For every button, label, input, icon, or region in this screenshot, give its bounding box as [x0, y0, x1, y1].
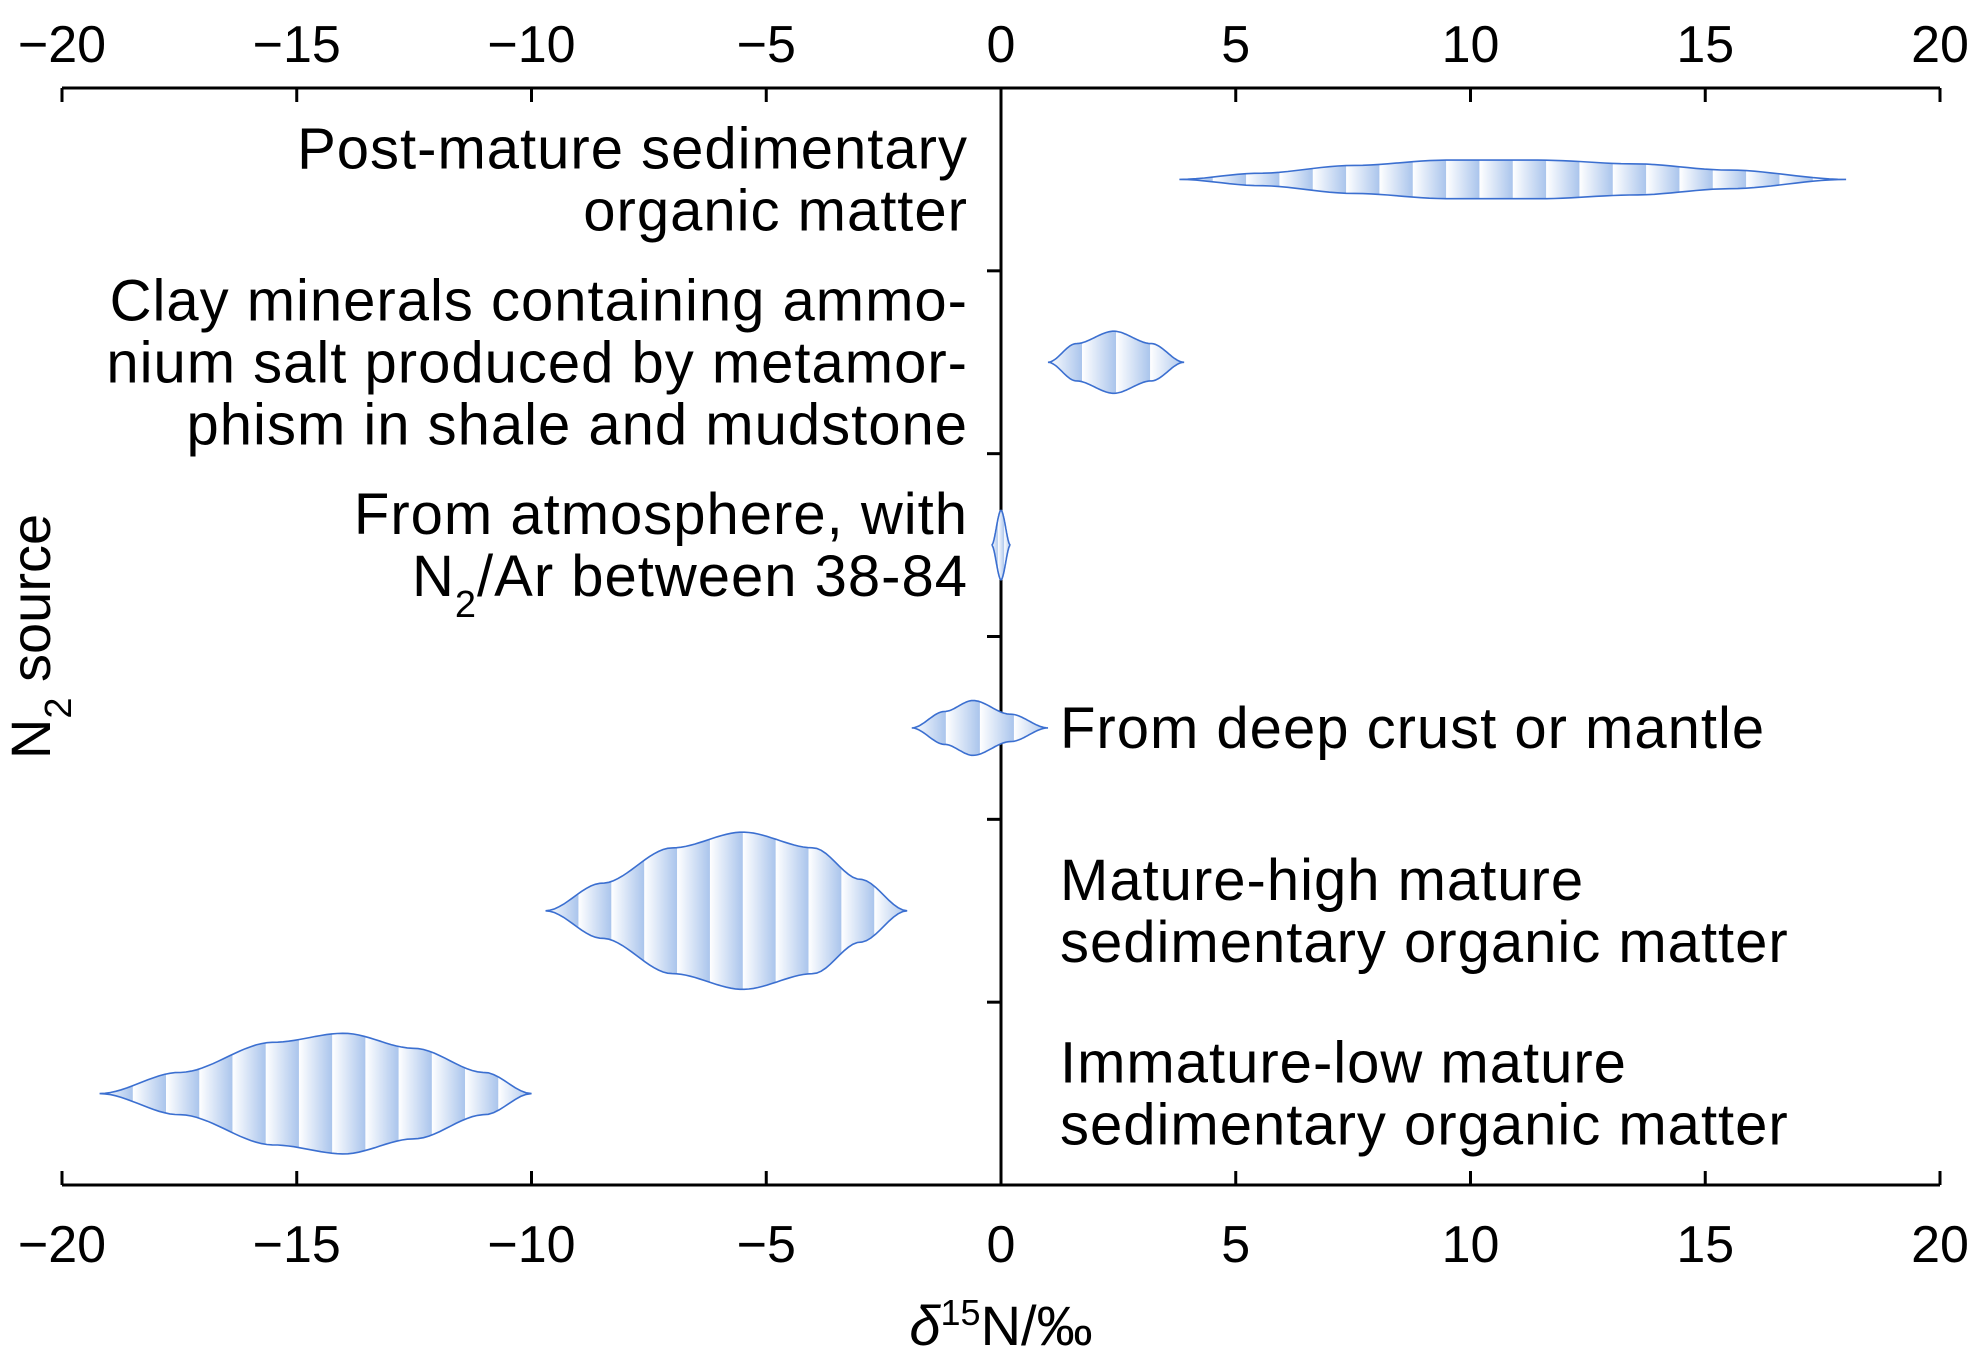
stripe: [265, 1033, 300, 1154]
stripe: [132, 1033, 167, 1154]
range-shape: [911, 699, 1049, 757]
stripe: [1212, 160, 1247, 199]
stripe: [332, 1033, 366, 1154]
stripe: [742, 832, 777, 990]
category-label-line: N2/Ar between 38-84: [412, 544, 968, 626]
category-label-line: Post-mature sedimentary: [297, 116, 968, 181]
category-label-line: Mature-high mature: [1060, 848, 1584, 913]
stripe: [199, 1033, 233, 1154]
stripe: [1479, 160, 1514, 199]
range-fill: [545, 832, 908, 990]
stripe: [775, 832, 810, 990]
stripe: [1446, 160, 1480, 199]
stripe: [398, 1033, 433, 1154]
category-label-line: nium salt produced by metamor-: [106, 330, 968, 395]
range-fill: [1048, 331, 1185, 394]
stripe: [1312, 160, 1347, 199]
category-label-line: From atmosphere, with: [354, 482, 968, 547]
stripe: [1712, 160, 1747, 199]
stripe: [1412, 160, 1447, 199]
stripe: [874, 832, 908, 990]
stripe: [365, 1033, 400, 1154]
stripe: [1346, 160, 1380, 199]
stripe: [841, 832, 875, 990]
stripe: [911, 700, 947, 756]
range-fill: [1179, 160, 1847, 199]
range-fill: [99, 1033, 532, 1154]
x-tick-label-top: 15: [1676, 16, 1734, 74]
stripe: [1746, 160, 1780, 199]
stripe: [431, 1033, 466, 1154]
stripe: [1116, 331, 1151, 394]
stripe: [991, 510, 999, 580]
x-tick-label-top: −5: [737, 16, 796, 74]
x-tick-label-bottom: 10: [1442, 1216, 1500, 1274]
stripe: [1246, 160, 1280, 199]
x-tick-label-bottom: 5: [1221, 1216, 1250, 1274]
category-label-line: Clay minerals containing ammo-: [110, 268, 968, 333]
stripe: [945, 700, 981, 756]
stripe: [644, 832, 678, 990]
stripe: [1679, 160, 1714, 199]
stripe: [232, 1033, 267, 1154]
stripe: [1779, 160, 1814, 199]
x-tick-label-top: 10: [1442, 16, 1500, 74]
stripe: [465, 1033, 499, 1154]
range-shape: [99, 1032, 532, 1155]
x-tick-label-bottom: 20: [1911, 1216, 1969, 1274]
x-tick-label-bottom: −15: [253, 1216, 341, 1274]
x-axis-title: δ15N/‰: [909, 1292, 1092, 1358]
range-shape: [1047, 330, 1185, 395]
x-tick-label-bottom: −20: [18, 1216, 106, 1274]
stripe: [1646, 160, 1680, 199]
category-label-line: Immature-low mature: [1060, 1031, 1627, 1096]
x-tick-label-top: 0: [987, 16, 1016, 74]
stripe: [808, 832, 842, 990]
x-tick-label-top: −20: [18, 16, 106, 74]
stripe: [1612, 160, 1647, 199]
stripe: [1279, 160, 1314, 199]
x-tick-label-top: 5: [1221, 16, 1250, 74]
range-fill: [991, 510, 1011, 580]
stripe: [709, 832, 744, 990]
stripe: [611, 832, 645, 990]
x-tick-label-top: −10: [487, 16, 575, 74]
stripe: [1081, 331, 1117, 394]
stripe: [1579, 160, 1614, 199]
stripe: [979, 700, 1015, 756]
stripe: [677, 832, 711, 990]
range-shape: [545, 831, 908, 991]
x-tick-label-bottom: −5: [737, 1216, 796, 1274]
stripe: [578, 832, 612, 990]
stripe: [1150, 331, 1185, 394]
stripe: [1512, 160, 1547, 199]
stripe: [1004, 510, 1011, 580]
stripe: [298, 1033, 333, 1154]
category-label-line: phism in shale and mudstone: [187, 392, 968, 457]
axes: −20 −20 −15 −15 −10 −10 −5 −5 0 0 5 5 10 10 15 15 20 20: [18, 16, 1969, 1274]
range-shape: [1179, 159, 1847, 200]
x-tick-label-bottom: 15: [1676, 1216, 1734, 1274]
y-axis-title: N2 source: [0, 514, 80, 759]
range-shape: [991, 509, 1011, 581]
stripe: [1546, 160, 1580, 199]
x-tick-label-bottom: 0: [987, 1216, 1016, 1274]
category-label-line: organic matter: [583, 178, 968, 243]
category-label-line: sedimentary organic matter: [1060, 1093, 1789, 1158]
x-tick-label-bottom: −10: [487, 1216, 575, 1274]
category-label-line: sedimentary organic matter: [1060, 910, 1789, 975]
x-tick-label-top: 20: [1911, 16, 1969, 74]
stripe: [166, 1033, 200, 1154]
x-tick-label-top: −15: [253, 16, 341, 74]
category-label-line: From deep crust or mantle: [1060, 696, 1765, 761]
stripe: [1379, 160, 1414, 199]
stripe: [1048, 331, 1083, 394]
stripe: [997, 510, 1005, 580]
range-fill: [911, 700, 1048, 756]
